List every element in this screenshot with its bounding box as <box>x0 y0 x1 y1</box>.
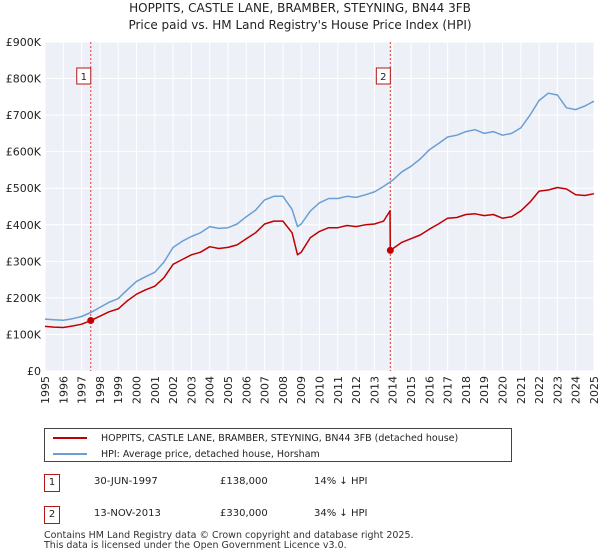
x-tick-label: 2004 <box>204 376 217 404</box>
x-tick-label: 2008 <box>277 376 290 404</box>
y-tick-label: £600K <box>6 146 42 159</box>
x-tick-label: 2018 <box>460 376 473 404</box>
y-tick-label: £0 <box>27 365 41 378</box>
x-tick-label: 2002 <box>167 376 180 404</box>
sale-number-badge: 2 <box>44 506 60 524</box>
x-tick-label: 2014 <box>387 376 400 404</box>
x-tick-label: 2023 <box>551 376 564 404</box>
sale-marker-label: 2 <box>380 72 386 83</box>
y-tick-label: £300K <box>6 255 42 268</box>
x-tick-label: 2006 <box>240 376 253 404</box>
legend-swatch-property <box>53 437 87 439</box>
y-axis: £0 £100K £200K £300K £400K £500K £600K £700K £80… <box>6 36 42 378</box>
grid-lines <box>44 41 595 372</box>
x-tick-label: 2005 <box>222 376 235 404</box>
legend-label-hpi: HPI: Average price, detached house, Hors… <box>101 448 320 460</box>
y-tick-label: £900K <box>6 36 42 49</box>
legend-label-property: HOPPITS, CASTLE LANE, BRAMBER, STEYNING,… <box>101 432 459 444</box>
footer: Contains HM Land Registry data © Crown c… <box>44 531 414 551</box>
x-axis: 1995 1996 1997 1998 1999 2000 2001 2002 2003 2004… <box>39 376 600 404</box>
sale-point <box>87 317 95 325</box>
sale-marker-badge <box>375 67 391 85</box>
price-chart: HOPPITS, CASTLE LANE, BRAMBER, STEYNING,… <box>6 1 600 404</box>
x-tick-label: 2021 <box>515 376 528 404</box>
x-tick-label: 2001 <box>149 376 162 404</box>
x-tick-label: 2000 <box>131 376 144 404</box>
y-tick-label: £100K <box>6 328 42 341</box>
sale-hpi-diff: 34% ↓ HPI <box>314 508 368 519</box>
series-lines <box>44 92 595 329</box>
x-tick-label: 2007 <box>259 376 272 404</box>
chart-title: HOPPITS, CASTLE LANE, BRAMBER, STEYNING,… <box>129 1 471 15</box>
legend-item-property: HOPPITS, CASTLE LANE, BRAMBER, STEYNING,… <box>53 430 458 446</box>
sale-marker-lines <box>90 42 391 371</box>
x-tick-label: 2020 <box>497 376 510 404</box>
x-tick-label: 2022 <box>533 376 546 404</box>
y-tick-label: £700K <box>6 109 42 122</box>
sale-price: £138,000 <box>220 476 268 487</box>
sale-row: 1 30-JUN-1997 £138,000 14% ↓ HPI <box>44 474 464 492</box>
x-tick-label: 1996 <box>57 376 70 404</box>
sale-hpi-diff: 14% ↓ HPI <box>314 476 368 487</box>
sale-marker-badge <box>76 67 92 85</box>
chart-subtitle: Price paid vs. HM Land Registry's House … <box>128 18 471 32</box>
sale-marker-label: 1 <box>81 72 87 83</box>
x-tick-label: 2010 <box>314 376 327 404</box>
x-tick-label: 1998 <box>94 376 107 404</box>
y-tick-label: £200K <box>6 292 42 305</box>
legend-swatch-hpi <box>53 453 87 455</box>
footer-copyright: Contains HM Land Registry data © Crown c… <box>44 530 414 541</box>
x-tick-label: 2012 <box>350 376 363 404</box>
legend: HOPPITS, CASTLE LANE, BRAMBER, STEYNING,… <box>44 428 512 462</box>
sale-price: £330,000 <box>220 508 268 519</box>
footer-licence: This data is licensed under the Open Gov… <box>44 540 347 551</box>
y-tick-label: £800K <box>6 73 42 86</box>
x-tick-label: 2016 <box>423 376 436 404</box>
x-tick-label: 2024 <box>570 376 583 404</box>
sale-row: 2 13-NOV-2013 £330,000 34% ↓ HPI <box>44 506 464 524</box>
x-tick-label: 2003 <box>185 376 198 404</box>
x-tick-label: 1997 <box>76 376 89 404</box>
y-tick-label: £500K <box>6 182 42 195</box>
x-tick-label: 2009 <box>295 376 308 404</box>
x-tick-label: 2025 <box>588 376 600 404</box>
legend-item-hpi: HPI: Average price, detached house, Hors… <box>53 446 320 462</box>
series-line <box>44 92 595 321</box>
x-tick-label: 2011 <box>332 376 345 404</box>
sale-date: 30-JUN-1997 <box>94 476 158 487</box>
sale-point <box>386 246 394 254</box>
x-tick-label: 2013 <box>368 376 381 404</box>
x-tick-label: 1995 <box>39 376 52 404</box>
series-line <box>44 186 595 329</box>
x-tick-label: 2015 <box>405 376 418 404</box>
y-tick-label: £400K <box>6 219 42 232</box>
sale-number-badge: 1 <box>44 474 60 492</box>
x-tick-label: 2019 <box>478 376 491 404</box>
x-tick-label: 1999 <box>112 376 125 404</box>
x-tick-label: 2017 <box>442 376 455 404</box>
sale-date: 13-NOV-2013 <box>94 508 161 519</box>
